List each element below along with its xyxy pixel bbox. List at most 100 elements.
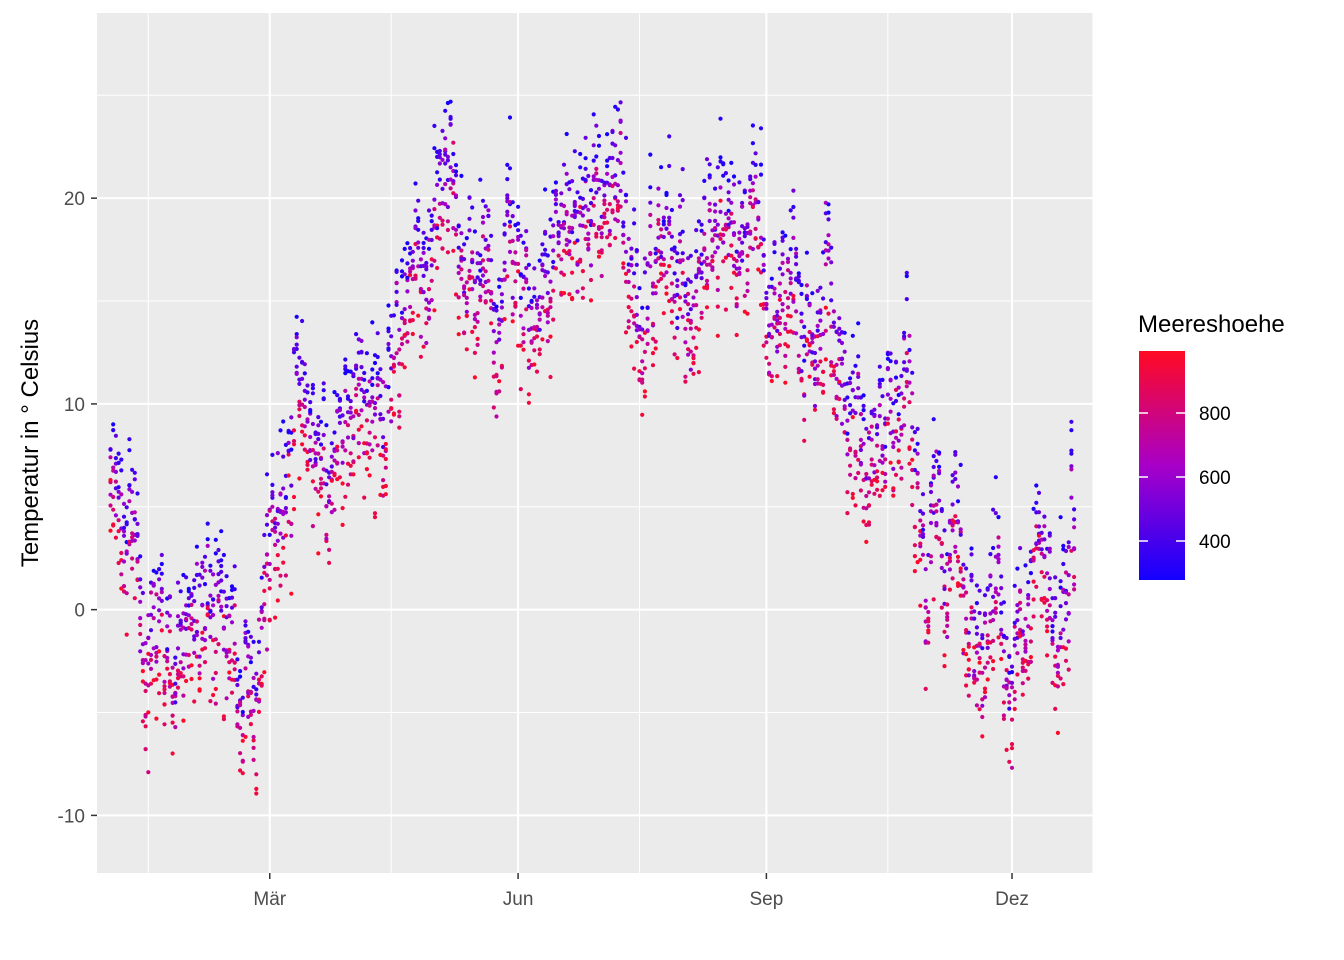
data-point bbox=[767, 370, 772, 375]
data-point bbox=[939, 565, 944, 571]
data-point bbox=[159, 598, 164, 604]
data-point bbox=[642, 270, 648, 275]
data-point bbox=[453, 232, 459, 237]
data-point bbox=[159, 552, 164, 558]
data-point bbox=[140, 590, 145, 596]
data-point bbox=[516, 237, 521, 242]
data-point bbox=[615, 158, 621, 163]
data-point bbox=[545, 307, 550, 312]
data-point bbox=[397, 393, 402, 398]
data-point bbox=[756, 244, 761, 249]
data-point bbox=[313, 440, 318, 445]
data-point bbox=[356, 455, 361, 460]
data-point bbox=[721, 232, 726, 238]
data-point bbox=[758, 126, 764, 131]
data-point bbox=[791, 293, 796, 298]
data-point bbox=[440, 222, 445, 227]
data-point bbox=[726, 178, 731, 183]
data-point bbox=[229, 620, 235, 625]
data-point bbox=[737, 271, 742, 277]
data-point bbox=[899, 476, 904, 481]
data-point bbox=[923, 605, 928, 610]
data-point bbox=[578, 151, 583, 157]
data-point bbox=[175, 685, 181, 690]
data-point bbox=[694, 228, 699, 233]
data-point bbox=[348, 451, 353, 456]
data-point bbox=[686, 352, 691, 357]
data-point bbox=[178, 589, 183, 594]
data-point bbox=[764, 296, 769, 301]
data-point bbox=[532, 362, 537, 367]
data-point bbox=[669, 309, 675, 314]
data-point bbox=[891, 440, 896, 445]
data-point bbox=[1012, 697, 1017, 702]
data-point bbox=[157, 608, 162, 613]
data-point bbox=[731, 263, 737, 268]
data-point bbox=[294, 346, 299, 352]
data-point bbox=[332, 507, 337, 512]
data-point bbox=[197, 654, 202, 659]
data-point bbox=[378, 393, 383, 399]
data-point bbox=[1012, 583, 1017, 588]
data-point bbox=[918, 509, 923, 514]
data-point bbox=[942, 653, 947, 658]
data-point bbox=[553, 209, 559, 214]
data-point bbox=[680, 251, 685, 256]
data-point bbox=[818, 359, 823, 364]
data-point bbox=[885, 356, 891, 361]
data-point bbox=[799, 369, 804, 374]
data-point bbox=[259, 605, 264, 610]
data-point bbox=[402, 321, 407, 326]
data-point bbox=[391, 313, 396, 318]
data-point bbox=[815, 363, 820, 368]
data-point bbox=[939, 554, 944, 559]
data-point bbox=[804, 337, 810, 342]
data-point bbox=[904, 274, 909, 279]
data-point bbox=[502, 268, 507, 273]
data-point bbox=[955, 559, 961, 564]
data-point bbox=[775, 349, 780, 354]
data-point bbox=[445, 219, 450, 224]
data-point bbox=[910, 457, 915, 462]
data-point bbox=[680, 270, 685, 275]
data-point bbox=[113, 456, 118, 461]
data-point bbox=[254, 791, 259, 796]
data-point bbox=[640, 327, 645, 332]
data-point bbox=[440, 246, 445, 251]
data-point bbox=[256, 639, 262, 644]
data-point bbox=[475, 342, 480, 347]
y-tick-label: -10 bbox=[58, 806, 85, 827]
data-point bbox=[964, 616, 969, 621]
data-point bbox=[286, 440, 291, 445]
data-point bbox=[486, 213, 491, 219]
data-point bbox=[184, 575, 189, 580]
data-point bbox=[1026, 593, 1031, 598]
data-point bbox=[570, 256, 575, 261]
data-point bbox=[599, 248, 604, 253]
data-point bbox=[175, 668, 181, 673]
data-point bbox=[699, 222, 704, 227]
data-point bbox=[356, 441, 361, 446]
data-point bbox=[637, 286, 642, 291]
data-point bbox=[942, 664, 947, 669]
data-point bbox=[570, 230, 575, 235]
data-point bbox=[459, 231, 464, 236]
data-point bbox=[629, 296, 634, 301]
data-point bbox=[640, 377, 645, 382]
data-point bbox=[1066, 544, 1071, 550]
data-point bbox=[551, 259, 556, 265]
data-point bbox=[178, 618, 183, 623]
data-point bbox=[583, 177, 588, 183]
data-point bbox=[696, 370, 702, 375]
data-point bbox=[999, 627, 1004, 632]
data-point bbox=[804, 296, 810, 302]
data-point bbox=[1031, 579, 1036, 584]
data-point bbox=[964, 566, 969, 571]
data-point bbox=[556, 240, 561, 245]
data-point bbox=[875, 443, 880, 448]
data-point bbox=[699, 228, 704, 233]
data-point bbox=[1018, 588, 1023, 593]
data-point bbox=[613, 235, 618, 241]
data-point bbox=[383, 441, 388, 447]
data-point bbox=[273, 516, 278, 521]
